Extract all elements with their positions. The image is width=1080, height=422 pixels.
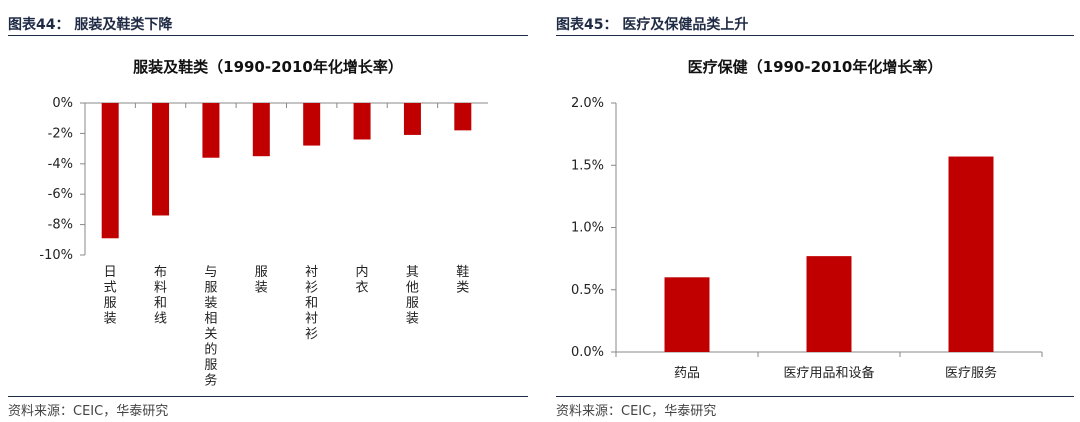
bar-5	[303, 103, 321, 146]
right-source-note: 资料来源：CEIC，华泰研究	[556, 404, 717, 419]
y-tick-label: 0%	[52, 96, 73, 111]
y-tick-label: -2%	[48, 126, 73, 141]
y-tick-label: 1.5%	[571, 158, 604, 173]
bar-6	[353, 103, 371, 140]
bar-8	[454, 103, 472, 131]
bar-2	[152, 103, 170, 216]
y-tick-label: 0.0%	[571, 345, 604, 360]
bar-2	[806, 256, 852, 352]
y-tick-label: -8%	[48, 218, 73, 233]
x-category-label: 日式服装	[104, 265, 117, 327]
y-tick-label: -6%	[48, 187, 73, 202]
bar-1	[101, 103, 119, 239]
x-category-label: 与服装相关的服务	[204, 265, 217, 389]
left-header-rule	[8, 35, 528, 36]
bar-1	[664, 277, 710, 352]
y-tick-label: 2.0%	[571, 96, 604, 111]
y-tick-label: 1.0%	[571, 221, 604, 236]
bar-3	[202, 103, 220, 158]
right-header-rule	[556, 35, 1074, 36]
x-category-label: 医疗用品和设备	[783, 365, 874, 381]
x-category-label: 内衣	[356, 264, 369, 296]
left-figure-label: 图表44： 服装及鞋类下降	[8, 17, 173, 33]
x-category-label: 医疗服务	[945, 365, 997, 381]
y-tick-label: 0.5%	[571, 283, 604, 298]
x-category-label: 其他服装	[406, 265, 419, 327]
x-category-label: 衬衫和衬衫	[305, 265, 318, 342]
right-footer-rule	[556, 396, 1074, 397]
y-tick-label: -10%	[39, 248, 73, 263]
right-chart-title: 医疗保健（1990-2010年化增长率）	[687, 58, 943, 76]
right-bar-chart: 2.0% 1.5% 1.0% 0.5% 0.0% 药品 医疗用品和设备 医疗服务	[571, 96, 1043, 381]
bar-3	[948, 156, 994, 352]
x-category-label: 鞋类	[456, 264, 469, 296]
x-category-label: 药品	[674, 366, 700, 381]
left-chart-title: 服装及鞋类（1990-2010年化增长率）	[133, 58, 403, 76]
x-category-label: 布料和线	[154, 265, 167, 327]
bar-7	[403, 103, 421, 135]
bar-4	[252, 103, 270, 157]
x-category-label: 服装	[255, 265, 268, 296]
y-tick-label: -4%	[48, 157, 73, 172]
right-figure-label: 图表45： 医疗及保健品类上升	[556, 17, 749, 33]
left-footer-rule	[8, 396, 528, 397]
left-bar-chart: 0% -2% -4% -6% -8% -10% 日式服装 布料和线 与服装相关的服务 服装 衬衫和衬…	[39, 96, 488, 389]
left-source-note: 资料来源：CEIC，华泰研究	[8, 404, 169, 419]
